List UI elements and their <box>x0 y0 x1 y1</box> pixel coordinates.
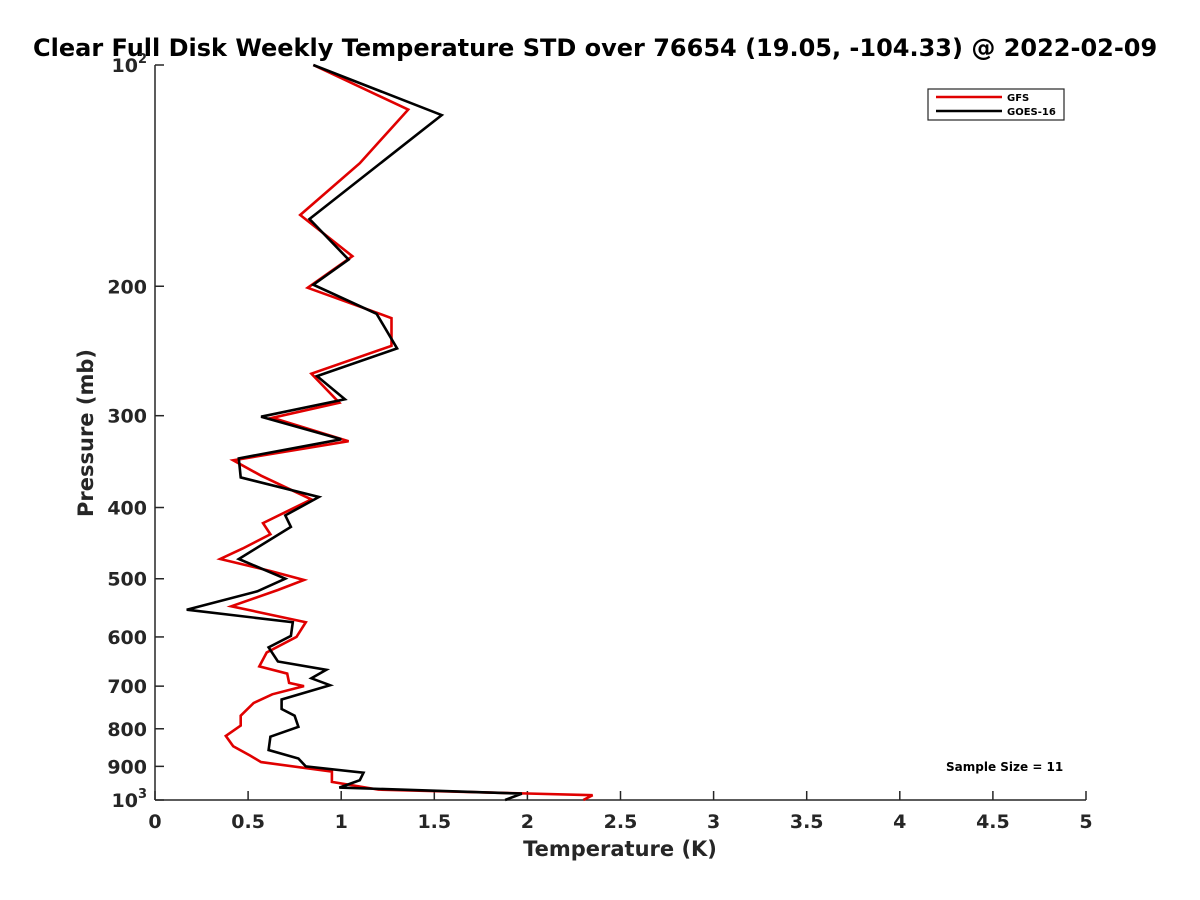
x-tick-label: 0.5 <box>231 811 265 833</box>
x-tick-label: 5 <box>1079 811 1092 833</box>
y-tick-label: 102 <box>112 52 148 77</box>
y-tick-label: 800 <box>107 719 147 741</box>
series-line-gfs <box>216 63 594 802</box>
y-axis-ticks: 102 200 300 400 500 600 700 800 900 103 <box>107 52 164 812</box>
legend-box <box>927 88 1065 121</box>
y-tick-label: 700 <box>107 676 147 698</box>
series-line-goes-16 <box>186 63 523 802</box>
y-tick-label: 300 <box>107 406 147 428</box>
y-tick-label: 400 <box>107 498 147 520</box>
x-tick-label: 2.5 <box>604 811 638 833</box>
legend: GFS GOES-16 <box>927 88 1065 121</box>
x-tick-label: 3.5 <box>790 811 824 833</box>
x-tick-label: 3 <box>707 811 720 833</box>
y-tick-label: 900 <box>107 756 147 778</box>
plot-area <box>186 63 594 802</box>
y-tick-label: 600 <box>107 627 147 649</box>
x-tick-label: 1.5 <box>417 811 451 833</box>
y-axis-label: Pressure (mb) <box>74 349 98 517</box>
legend-label-gfs: GFS <box>1007 93 1029 104</box>
y-tick-label: 103 <box>112 787 148 812</box>
x-tick-label: 1 <box>335 811 348 833</box>
sample-size-annotation: Sample Size = 11 <box>946 760 1063 774</box>
y-tick-label: 200 <box>107 276 147 298</box>
x-tick-label: 0 <box>148 811 161 833</box>
x-axis-label: Temperature (K) <box>523 837 717 861</box>
y-tick-label: 500 <box>107 569 147 591</box>
x-axis-ticks: 0 0.5 1 1.5 2 2.5 3 3.5 4 4.5 5 <box>148 791 1093 833</box>
x-tick-label: 4.5 <box>976 811 1010 833</box>
chart-title: Clear Full Disk Weekly Temperature STD o… <box>33 34 1157 62</box>
x-tick-label: 4 <box>893 811 906 833</box>
legend-label-goes16: GOES-16 <box>1007 107 1056 118</box>
x-tick-label: 2 <box>521 811 534 833</box>
